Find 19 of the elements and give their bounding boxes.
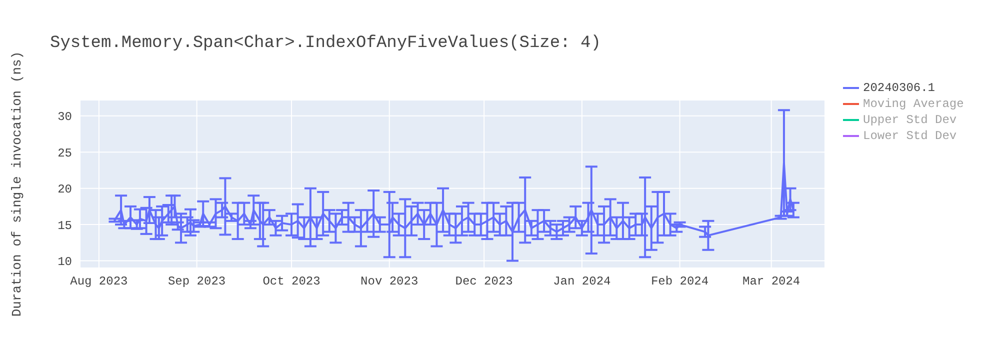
y-tick-label: 15 — [58, 218, 72, 233]
x-tick-label: Oct 2023 — [262, 274, 320, 289]
x-tick-label: Aug 2023 — [70, 274, 128, 289]
chart-title: System.Memory.Span<Char>.IndexOfAnyFiveValues(Size: 4) — [50, 34, 601, 53]
y-tick-label: 10 — [58, 255, 72, 270]
legend-label: 20240306.1 — [863, 81, 936, 96]
x-tick-label: Mar 2024 — [742, 274, 800, 289]
x-tick-label: Nov 2023 — [360, 274, 418, 289]
x-tick-label: Jan 2024 — [553, 274, 611, 289]
legend-label: Lower Std Dev — [863, 129, 957, 144]
y-tick-label: 30 — [58, 110, 72, 124]
y-tick-label: 20 — [58, 182, 72, 197]
y-tick-label: 25 — [58, 146, 72, 160]
legend-label: Upper Std Dev — [863, 113, 957, 128]
x-tick-label: Dec 2023 — [455, 274, 513, 289]
legend-label: Moving Average — [863, 97, 964, 112]
x-tick-label: Sep 2023 — [168, 274, 226, 289]
y-axis-title: Duration of single invocation (ns) — [10, 51, 25, 317]
x-tick-label: Feb 2024 — [650, 274, 709, 289]
